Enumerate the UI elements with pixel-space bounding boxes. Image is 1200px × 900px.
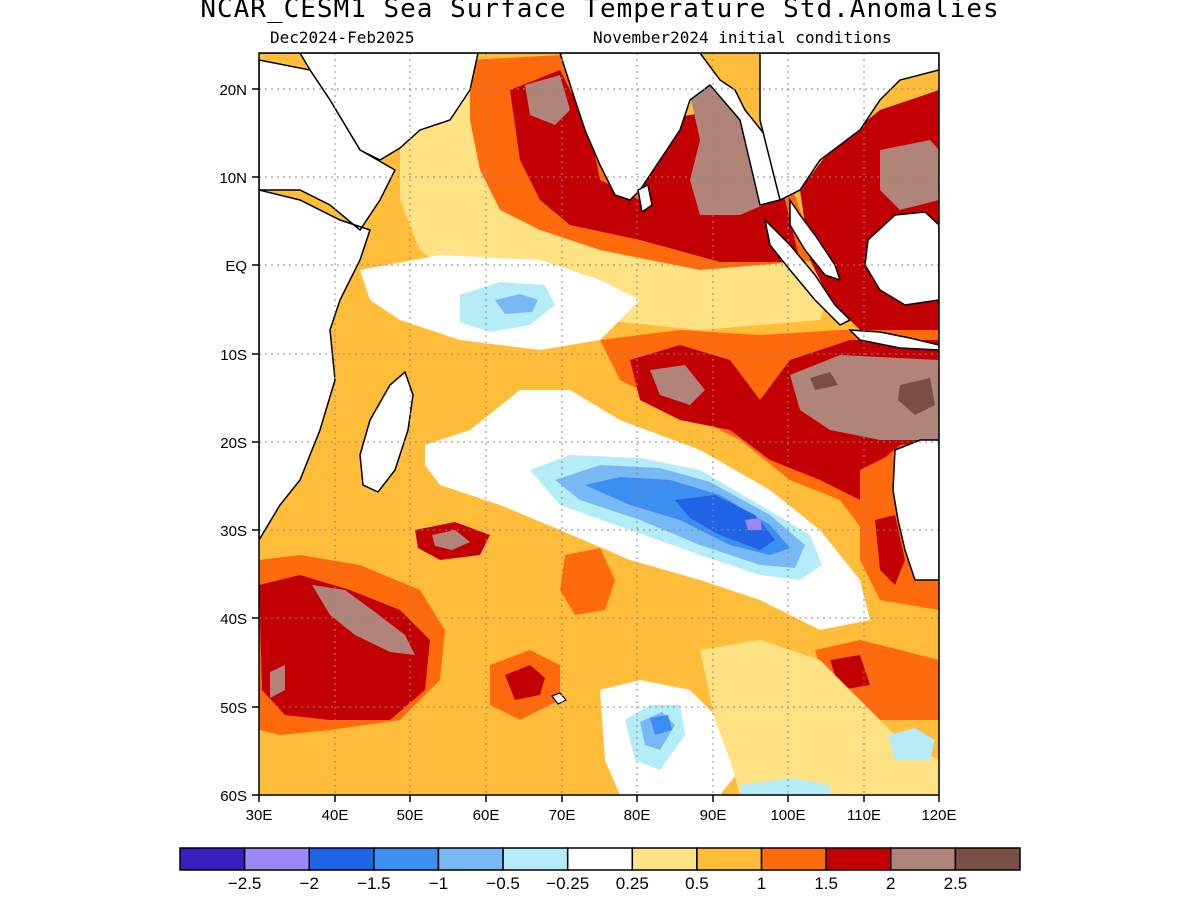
south-central-strong-warm (505, 665, 545, 700)
lon-tick-labels: 30E 40E 50E 60E 70E 80E 90E 100E 110E 12… (246, 807, 957, 824)
lat-tick-label: 20S (220, 435, 247, 452)
lat-tick-label: 10N (219, 170, 247, 187)
colorbar-swatch (373, 847, 440, 871)
lon-tick-label: 30E (246, 807, 273, 824)
lon-tick-label: 90E (700, 807, 727, 824)
lat-tick-label: 50S (220, 700, 247, 717)
west-equatorial-cooler (495, 294, 538, 314)
colorbar-label: 0.25 (616, 874, 649, 893)
colorbar-label: −0.25 (546, 874, 589, 893)
colorbar-swatch (696, 847, 763, 871)
lon-tick-label: 120E (921, 807, 956, 824)
map-title: NCAR_CESM1 Sea Surface Temperature Std.A… (200, 0, 1000, 24)
land-australia (892, 439, 939, 581)
colorbar-label: −1 (429, 874, 448, 893)
graticule (259, 53, 939, 795)
land-borneo (864, 211, 939, 306)
colorbar-swatch (631, 847, 698, 871)
colorbar-swatch (825, 847, 892, 871)
land-malay-peninsula (789, 197, 842, 282)
colorbar-label: −2 (300, 874, 319, 893)
colorbar-swatch (179, 847, 246, 871)
colorbar-swatch (566, 847, 634, 871)
colorbar-label: 0.5 (685, 874, 709, 893)
lon-tick-label: 100E (770, 807, 805, 824)
mid-south-warm (560, 548, 615, 615)
maritime-continent-strong-warm (880, 140, 939, 210)
southern-ocean-cool-east (888, 728, 935, 760)
southeast-strong-warm (875, 515, 905, 585)
land-sumatra (763, 217, 852, 326)
lat-tick-label: 20N (219, 82, 247, 99)
colorbar-label: −2.5 (228, 874, 262, 893)
lon-tick-label: 60E (473, 807, 500, 824)
east-equatorial-peak-warm (898, 378, 935, 415)
colorbar-label: −0.5 (486, 874, 520, 893)
colorbar-swatch (308, 847, 375, 871)
colorbar: −2.5 −2 −1.5 −1 −0.5 −0.25 0.25 0.5 1 1.5 2 2.5 (179, 847, 1021, 893)
land-java (848, 329, 939, 351)
lon-tick-label: 110E (847, 807, 881, 824)
lat-tick-label: 10S (220, 347, 247, 364)
season-subtitle: Dec2024-Feb2025 (270, 28, 415, 47)
land-madagascar (359, 370, 414, 493)
colorbar-swatch (243, 847, 310, 871)
lon-tick-label: 50E (397, 807, 424, 824)
land-southeast-asia (759, 53, 939, 202)
colorbar-label: −1.5 (357, 874, 391, 893)
southwest-strongest-warm (312, 585, 415, 655)
colorbar-swatch (437, 847, 504, 871)
arabian-sea-strong-warm-patch (525, 75, 570, 125)
land-sri-lanka (637, 183, 653, 214)
map-frame (258, 52, 940, 796)
colorbar-label: 1 (757, 874, 766, 893)
central-indian-strong-warm (650, 365, 705, 405)
colorbar-label: 2.5 (944, 874, 968, 893)
southern-ocean-light (700, 640, 939, 795)
southwest-strongest-warm-small (270, 665, 285, 698)
land-east-africa (259, 59, 396, 542)
lat-tick-label: EQ (225, 258, 247, 275)
colorbar-swatch (890, 847, 957, 871)
lat-tick-label: 30S (220, 523, 247, 540)
colorbar-swatch (760, 847, 827, 871)
initial-conditions-subtitle: November2024 initial conditions (593, 28, 892, 47)
lon-tick-label: 40E (322, 807, 349, 824)
mid-south-strongest-warm (432, 530, 470, 550)
lon-tick-label: 80E (624, 807, 651, 824)
lat-tick-label: 40S (220, 611, 247, 628)
southwest-strong-warm (259, 575, 430, 720)
colorbar-label: 2 (886, 874, 895, 893)
colorbar-swatch (954, 847, 1021, 871)
east-equatorial-peak-warm-small (810, 372, 838, 390)
map-field (259, 53, 939, 795)
lat-tick-label: 60S (220, 788, 247, 805)
lon-tick-label: 70E (549, 807, 576, 824)
colorbar-swatch (502, 847, 569, 871)
colorbar-label: 1.5 (814, 874, 838, 893)
central-subtropical-coldest (745, 518, 762, 530)
lat-axis (252, 88, 259, 796)
land-india (559, 53, 781, 206)
lat-tick-labels: 20N 10N EQ 10S 20S 30S 40S 50S 60S (219, 82, 247, 805)
lon-axis (258, 795, 940, 802)
central-subtropical-colder (675, 495, 775, 550)
southern-ocean-cool-bottom (740, 778, 830, 795)
southern-ocean-cold (650, 715, 672, 735)
